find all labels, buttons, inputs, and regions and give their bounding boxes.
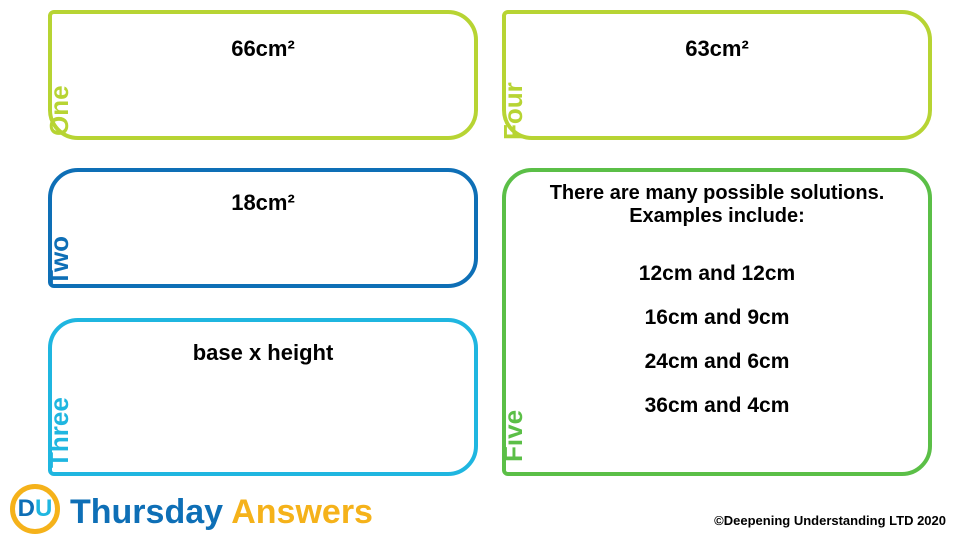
logo-letter-d: D [18, 495, 35, 522]
tab-two-label: Two [44, 236, 75, 286]
answer-five-item: 16cm and 9cm [506, 306, 928, 330]
du-logo: DU [10, 484, 60, 534]
answer-box-one: 66cm² [48, 10, 478, 140]
answer-three-text: base x height [52, 340, 474, 366]
tab-three-label: Three [44, 397, 75, 468]
copyright-text: ©Deepening Understanding LTD 2020 [714, 513, 946, 528]
answer-five-item: 24cm and 6cm [506, 350, 928, 374]
answer-five-list: 12cm and 12cm 16cm and 9cm 24cm and 6cm … [506, 242, 928, 438]
logo-letter-u: U [35, 495, 52, 522]
answer-five-item: 36cm and 4cm [506, 394, 928, 418]
day-label: Thursday [70, 493, 223, 531]
logo-text: DU [10, 484, 60, 534]
answer-two-text: 18cm² [52, 190, 474, 216]
answer-four-text: 63cm² [506, 36, 928, 62]
slide: 66cm² One 18cm² Two base x height Three … [0, 0, 960, 540]
answer-box-three: base x height [48, 318, 478, 476]
tab-four-label: Four [498, 82, 529, 140]
tab-five-label: Five [498, 410, 529, 462]
answer-five-intro: There are many possible solutions. Examp… [506, 182, 928, 228]
answer-box-four: 63cm² [502, 10, 932, 140]
answer-five-item: 12cm and 12cm [506, 262, 928, 286]
answer-one-text: 66cm² [52, 36, 474, 62]
answer-box-two: 18cm² [48, 168, 478, 288]
tab-one-label: One [44, 85, 75, 136]
footer: DU Thursday Answers ©Deepening Understan… [0, 484, 960, 540]
answer-box-five: There are many possible solutions. Examp… [502, 168, 932, 476]
page-title: Thursday Answers [70, 493, 373, 532]
answers-label: Answers [231, 493, 373, 531]
